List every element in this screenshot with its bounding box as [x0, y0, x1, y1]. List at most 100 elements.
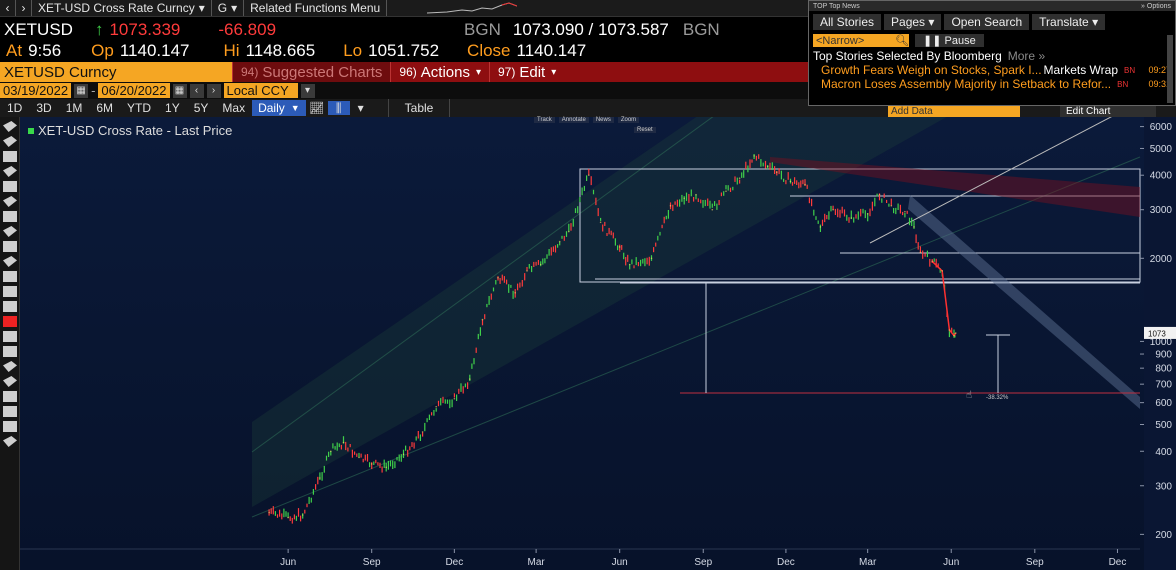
chevron-down-icon[interactable]: ▾ [300, 83, 315, 98]
news-button[interactable]: News [592, 117, 614, 123]
end-date-field[interactable]: 06/20/2022 [98, 83, 170, 98]
channel-tool-icon[interactable] [3, 181, 17, 192]
price-point [919, 251, 922, 254]
chevron-down-icon[interactable]: ▾ [357, 101, 364, 115]
price-point [558, 240, 561, 243]
track-button[interactable]: Track [534, 117, 555, 123]
line-chart-icon[interactable]: 📈︎ [309, 101, 325, 115]
copy-tool-icon[interactable] [3, 421, 17, 432]
range-1m[interactable]: 1M [65, 101, 83, 115]
line-weight-icon[interactable] [3, 331, 17, 342]
reset-button[interactable]: Reset [634, 127, 656, 133]
chevron-down-icon: ▼ [290, 103, 300, 113]
news-item[interactable]: Growth Fears Weigh on Stocks, Spark I...… [809, 63, 1175, 77]
tab-translate[interactable]: Translate ▾ [1032, 14, 1106, 30]
bar-chart-icon[interactable]: ⫼ [327, 101, 350, 115]
suggested-charts-button[interactable]: 94) Suggested Charts [232, 62, 391, 82]
news-scrollbar[interactable] [1167, 35, 1173, 103]
suggested-num: 94) [241, 65, 259, 79]
add-data-field[interactable]: Add Data [888, 106, 1020, 117]
price-point [301, 514, 304, 516]
text-tool-icon[interactable] [3, 241, 17, 252]
erase-tool-icon[interactable] [3, 361, 17, 372]
actions-button[interactable]: 96) Actions ▾ [390, 62, 489, 82]
ticker-field[interactable]: XETUSD Curncy [0, 62, 232, 82]
last-price: 1073.339 [109, 20, 181, 39]
cursor-tool-icon[interactable] [3, 121, 17, 132]
range-max[interactable]: Max [222, 101, 246, 115]
trash-tool-icon[interactable] [3, 286, 17, 297]
trendline-tool-icon[interactable] [3, 151, 17, 162]
forward-arrow-icon[interactable]: › [16, 0, 32, 16]
chart-canvas[interactable]: -38.32% 200 300 400 500 600 700 800 900 1000 2000… [20, 117, 1176, 570]
chevron-down-icon: ▾ [551, 66, 557, 78]
period-dropdown[interactable]: Daily ▼ [252, 100, 306, 116]
next-period-icon[interactable]: › [206, 83, 221, 98]
price-point [804, 183, 806, 186]
tab-pages[interactable]: Pages ▾ [884, 14, 942, 30]
crosshair-tool-icon[interactable] [3, 271, 17, 282]
shape-tool-icon[interactable] [3, 301, 17, 312]
price-chart[interactable]: -38.32% 200 300 400 500 600 700 800 900 1000 2000… [20, 106, 1176, 570]
news-source: BN [1124, 65, 1136, 75]
drawing-toolbar [0, 117, 20, 570]
refresh-tool-icon[interactable] [3, 406, 17, 417]
pause-button[interactable]: ❚❚ Pause [915, 34, 984, 47]
security-dropdown[interactable]: XET-USD Cross Rate Curncy ▾ [32, 0, 212, 16]
narrow-input[interactable]: <Narrow> 🔍︎ [813, 34, 909, 47]
magnet-tool-icon[interactable] [3, 376, 17, 387]
range-ytd[interactable]: YTD [127, 101, 152, 115]
calendar-icon[interactable]: ▦ [172, 83, 187, 98]
settings-gear-icon[interactable] [3, 436, 17, 447]
ticker: XETUSD [4, 20, 73, 39]
x-tick-label: Dec [445, 557, 463, 568]
y-tick-label: 400 [1155, 447, 1172, 458]
range-3d[interactable]: 3D [36, 101, 52, 115]
arrow-tool-icon[interactable] [3, 166, 17, 177]
y-tick-label: 1000 [1150, 337, 1173, 348]
zoom-button[interactable]: Zoom [617, 117, 640, 123]
range-6m[interactable]: 6M [96, 101, 114, 115]
price-point [402, 453, 405, 456]
pointer-tool-icon[interactable] [3, 256, 17, 267]
tab-all-stories[interactable]: All Stories [813, 14, 882, 30]
edit-button[interactable]: 97) Edit ▾ [489, 62, 564, 82]
channel-band [252, 117, 947, 507]
quote-line-1: XETUSD ↑ 1073.339 -66.809 BGN 1073.090 /… [0, 19, 720, 41]
brush-tool-icon[interactable] [3, 226, 17, 237]
pen-tool-icon[interactable] [3, 136, 17, 147]
price-point [904, 210, 906, 213]
start-date-field[interactable]: 03/19/2022 [0, 83, 72, 98]
chevron-down-icon: ▾ [475, 66, 481, 78]
color-tool-icon[interactable] [3, 316, 17, 327]
back-arrow-icon[interactable]: ‹ [0, 0, 16, 16]
tab-open-search[interactable]: Open Search [944, 14, 1030, 30]
price-point [890, 205, 893, 207]
range-1d[interactable]: 1D [7, 101, 23, 115]
drawing-overlays: -38.32% [251, 117, 1141, 518]
news-options[interactable]: » Options [1141, 2, 1171, 10]
annotate-button[interactable]: Annotate [558, 117, 589, 123]
edit-chart-button[interactable]: Edit Chart [1060, 106, 1156, 117]
more-link[interactable]: More » [1007, 48, 1046, 63]
calendar-icon[interactable]: ▦ [74, 83, 89, 98]
currency-field[interactable]: Local CCY [223, 83, 298, 98]
net-change: -66.809 [218, 20, 277, 39]
price-point [819, 226, 822, 228]
range-5y[interactable]: 5Y [193, 101, 209, 115]
cursor-hand-icon: ☝︎ [966, 390, 973, 401]
news-item[interactable]: Macron Loses Assembly Majority in Setbac… [809, 77, 1175, 91]
related-functions-menu[interactable]: Related Functions Menu [244, 0, 388, 16]
high-label: Hi [223, 41, 240, 60]
line-style-icon[interactable] [3, 346, 17, 357]
lock-tool-icon[interactable] [3, 391, 17, 402]
g-dropdown[interactable]: G ▾ [212, 0, 245, 16]
prev-period-icon[interactable]: ‹ [189, 83, 204, 98]
ruler-tool-icon[interactable] [3, 211, 17, 222]
y-tick-label: 4000 [1150, 171, 1173, 182]
table-button[interactable]: Table [387, 99, 451, 117]
price-point [789, 180, 792, 183]
range-1y[interactable]: 1Y [165, 101, 180, 115]
news-titlebar: TOP Top News » Options [809, 1, 1175, 11]
fib-tool-icon[interactable] [3, 196, 17, 207]
